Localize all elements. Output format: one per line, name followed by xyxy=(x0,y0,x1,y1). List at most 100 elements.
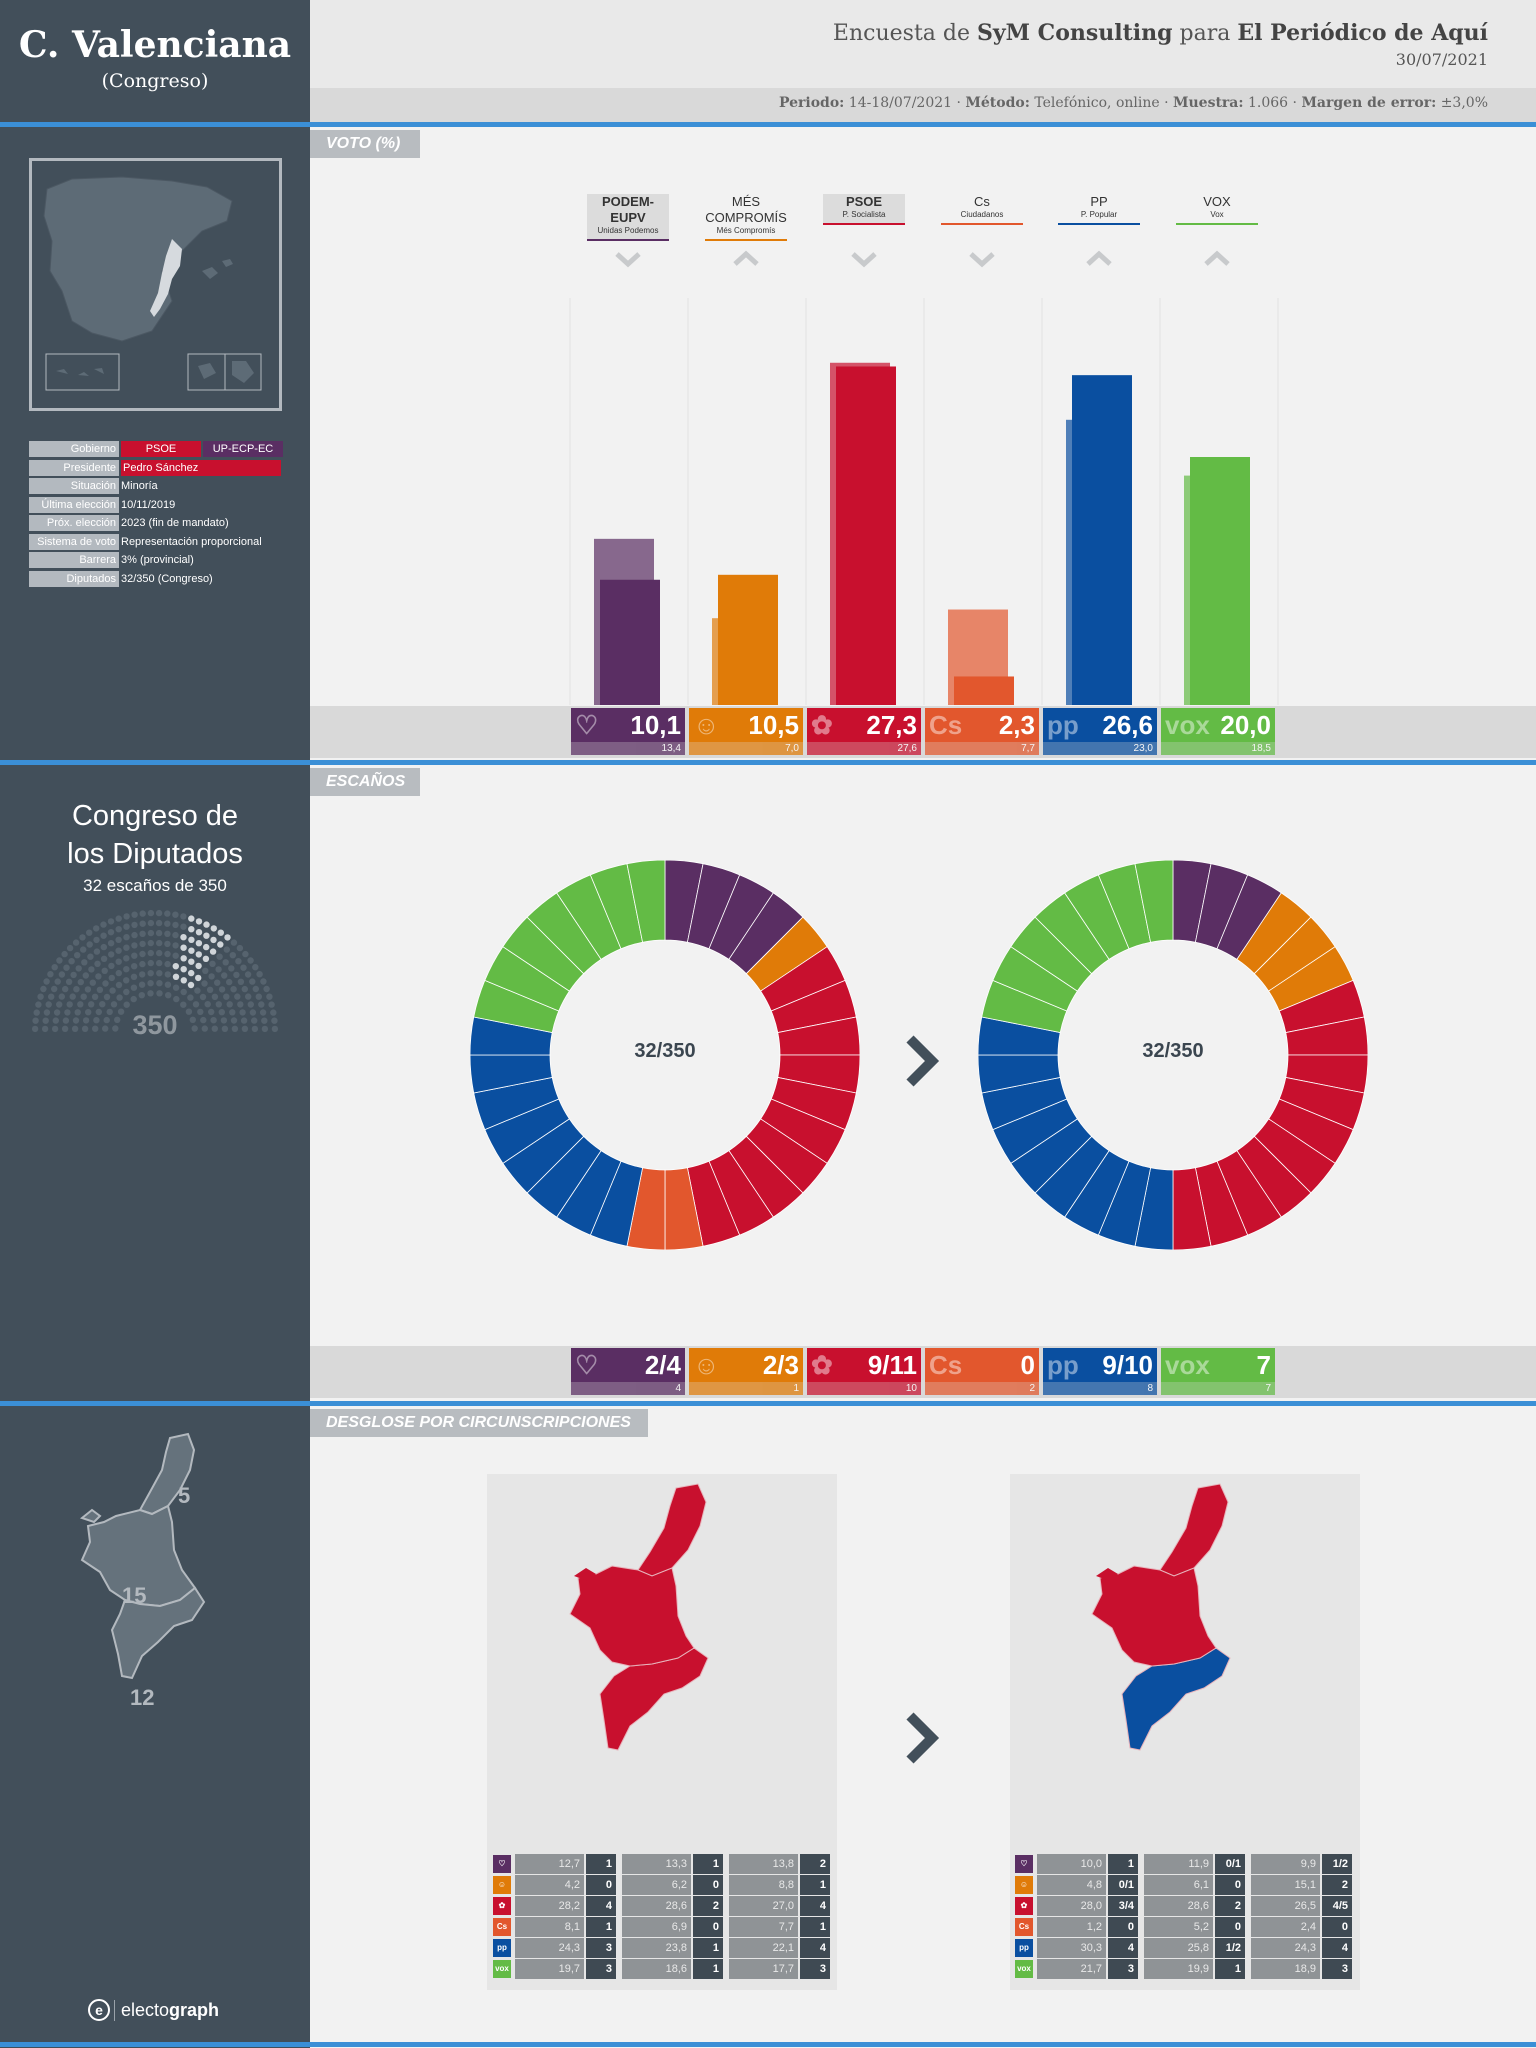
divider-bottom xyxy=(0,2042,1536,2047)
hemicycle-seat xyxy=(165,992,172,999)
cell-esc: 2 xyxy=(800,1854,830,1874)
seat-segment xyxy=(626,860,666,943)
hemicycle-seat xyxy=(217,941,224,948)
pollster: SyM Consulting xyxy=(977,20,1173,46)
hemicycle-seat xyxy=(226,1001,233,1008)
value-box-top: pp 9/10 xyxy=(1043,1348,1157,1382)
hemicycle-seat xyxy=(66,1001,73,1008)
hemicycle-seat xyxy=(155,919,163,927)
cell-esc: 3 xyxy=(586,1959,616,1979)
hemicycle-seat xyxy=(218,986,226,993)
chevron-up-icon xyxy=(1086,250,1112,266)
bar-poll xyxy=(600,579,660,705)
hemicycle-seat xyxy=(230,939,238,946)
party-prev-value: 23,0 xyxy=(1043,742,1157,755)
cell-pct: 4,2 xyxy=(515,1875,584,1895)
hemicycle-seat xyxy=(115,958,122,965)
party-header: PSOE P. Socialista xyxy=(823,194,905,225)
hemicycle-seat xyxy=(195,974,202,982)
hemicycle-seat xyxy=(173,995,180,1003)
info-value: 3% (provincial) xyxy=(121,554,194,566)
meta-bar xyxy=(310,88,1536,122)
cell-esc: 1/2 xyxy=(1215,1938,1245,1958)
hemicycle-seat xyxy=(240,964,247,971)
hemicycle-seat xyxy=(218,1009,225,1016)
party-value-box: vox 7 7 xyxy=(1161,1348,1275,1395)
hemicycle-seat xyxy=(235,958,242,965)
party-underline xyxy=(941,223,1023,225)
hemicycle-seat xyxy=(147,939,154,947)
hemicycle-seat xyxy=(82,1017,90,1024)
hemicycle-seat xyxy=(164,920,171,927)
hemicycle-seat xyxy=(251,1017,258,1024)
hemicycle-seat xyxy=(147,949,154,957)
hemicycle-seat xyxy=(108,951,115,958)
hemicycle-seat xyxy=(139,920,146,927)
cell-esc: 4 xyxy=(586,1896,616,1916)
hemicycle-seat xyxy=(147,959,154,967)
hemicycle-seat xyxy=(100,955,108,962)
hemicycle-seat xyxy=(164,910,171,917)
bar-poll xyxy=(1190,457,1250,705)
hemicycle-seat xyxy=(139,971,146,978)
hemicycle-seat xyxy=(172,911,179,918)
hemicycle-seat xyxy=(252,985,259,993)
party-value: 20,0 xyxy=(1220,710,1271,740)
party-value-box: ♡ 2/4 4 xyxy=(571,1348,685,1395)
hemicycle-seat xyxy=(187,994,194,1001)
info-row: Sistema de voto Representación proporcion… xyxy=(29,533,283,550)
hemicycle-seat xyxy=(108,962,115,970)
party-logo-icon: ♡ xyxy=(1015,1855,1033,1873)
hemicycle-seat xyxy=(93,925,100,932)
value-box-top: Cs 2,3 xyxy=(925,708,1039,742)
hemicycle-seat xyxy=(102,980,109,987)
meta-method: Telefónico, online · xyxy=(1029,95,1173,111)
hemicycle-seat xyxy=(35,1001,42,1008)
hemicycle-seat xyxy=(203,932,210,939)
hemicycle-seat xyxy=(88,1001,95,1008)
hemicycle-seat xyxy=(84,986,92,993)
hemicycle-seat xyxy=(203,943,210,951)
hemicycle-seat xyxy=(48,993,55,1000)
meta-method-label: Método: xyxy=(965,95,1030,111)
hemicycle-seat xyxy=(249,1009,257,1016)
party-logo-icon: ✿ xyxy=(811,1350,833,1380)
party-prev-value: 7,7 xyxy=(925,742,1039,755)
map-seats-alacant: 12 xyxy=(130,1685,155,1710)
info-key: Diputados xyxy=(29,570,119,587)
hemicycle-seat xyxy=(131,942,138,949)
hemicycle-seat xyxy=(100,921,107,928)
value-box-top: vox 7 xyxy=(1161,1348,1275,1382)
hemicycle-seat xyxy=(93,948,101,955)
party-value: 27,3 xyxy=(866,710,917,740)
cell-pct: 13,3 xyxy=(622,1854,691,1874)
hemicycle-seat xyxy=(240,1017,248,1024)
value-box-top: ✿ 27,3 xyxy=(807,708,921,742)
cell-esc: 4/5 xyxy=(1322,1896,1352,1916)
hemicycle-seat xyxy=(156,990,163,997)
hemicycle-seat xyxy=(261,1017,268,1024)
cell-esc: 3/4 xyxy=(1108,1896,1138,1916)
hemicycle-seat xyxy=(195,918,203,925)
hemicycle-seat xyxy=(195,951,202,958)
hemicycle-seat xyxy=(123,955,130,962)
divider-seats xyxy=(0,760,1536,765)
party-prev-value: 10 xyxy=(807,1382,921,1395)
cell-pct: 24,3 xyxy=(515,1938,584,1958)
hemicycle-seat xyxy=(192,1001,200,1008)
hemicycle-seat xyxy=(180,923,187,930)
hemicycle-seat xyxy=(123,934,130,941)
hemicycle-seat xyxy=(56,957,63,964)
party-logo-icon: ✿ xyxy=(1015,1897,1033,1915)
info-row: Gobierno PSOE UP-ECP-EC xyxy=(29,441,283,457)
hemicycle-seat xyxy=(251,1025,259,1033)
hemicycle-seat xyxy=(107,940,115,947)
chevron-down-icon xyxy=(615,252,641,268)
hemicycle-seat xyxy=(195,929,203,936)
hemicycle-seat xyxy=(220,1017,228,1024)
hemicycle-seat xyxy=(172,931,179,939)
hemicycle-seat xyxy=(234,993,241,1000)
info-key: Próx. elección xyxy=(29,515,119,531)
cell-esc: 0 xyxy=(1215,1875,1245,1895)
party-value-box: ✿ 9/11 10 xyxy=(807,1348,921,1395)
